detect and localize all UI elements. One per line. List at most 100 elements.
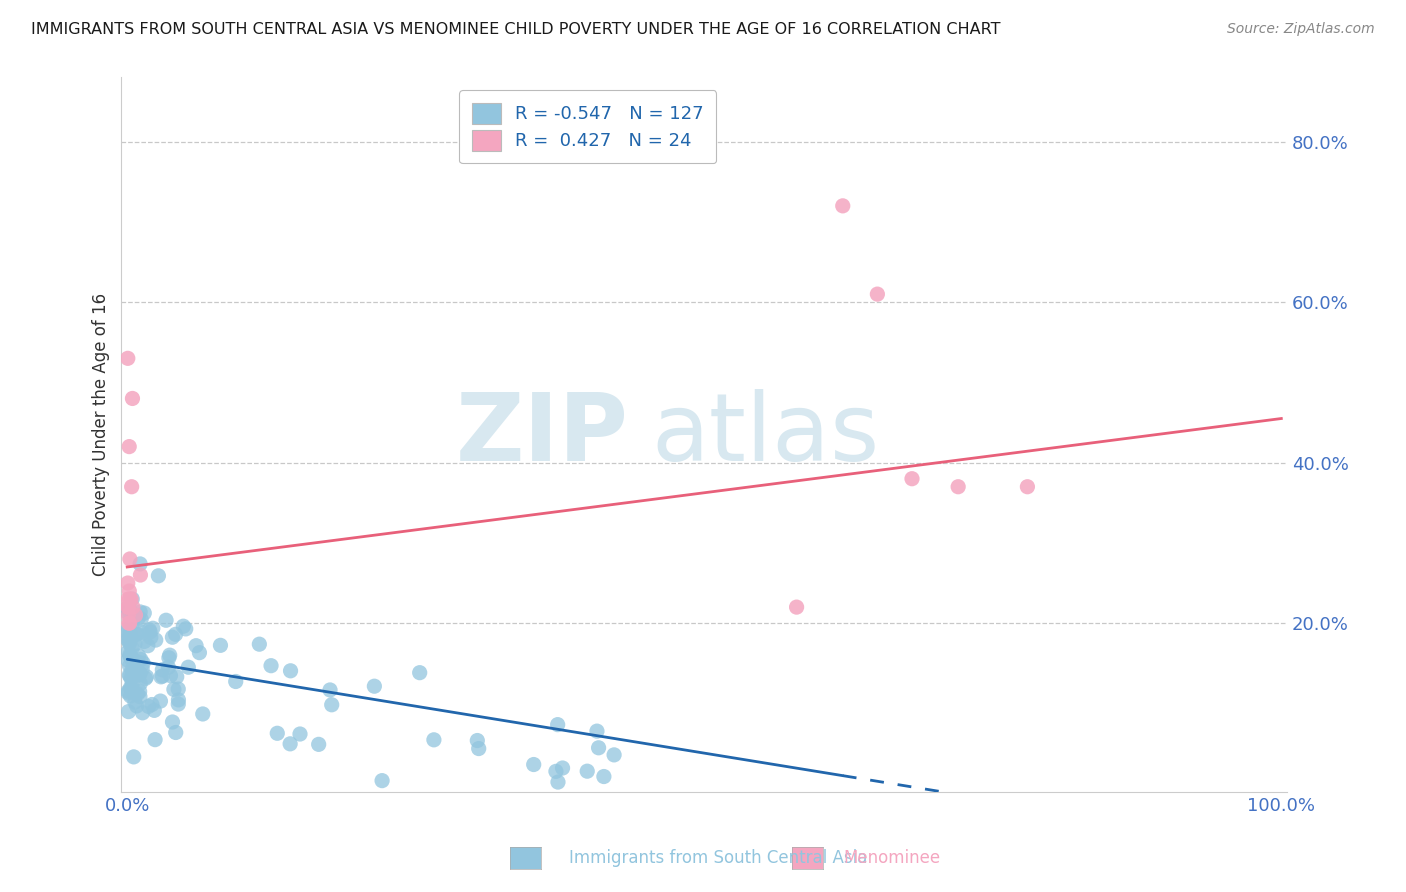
- Point: [120, 689, 142, 703]
- Point: [132, 656, 155, 670]
- Point: [118, 584, 141, 599]
- Point: [118, 632, 141, 647]
- Text: atlas: atlas: [652, 389, 880, 481]
- Point: [118, 626, 141, 640]
- Point: [124, 627, 146, 641]
- Point: [159, 668, 181, 682]
- Point: [547, 775, 569, 789]
- Point: [152, 669, 174, 683]
- Point: [150, 663, 173, 677]
- Point: [121, 667, 143, 681]
- Point: [128, 666, 150, 681]
- Point: [167, 693, 190, 707]
- Point: [124, 667, 146, 681]
- Point: [523, 757, 546, 772]
- Point: [118, 668, 141, 682]
- Point: [167, 697, 190, 711]
- Point: [134, 606, 156, 620]
- Point: [121, 641, 143, 656]
- Point: [120, 681, 142, 695]
- Point: [129, 690, 152, 704]
- Point: [118, 633, 141, 648]
- Point: [121, 685, 143, 699]
- Point: [165, 725, 187, 739]
- Point: [136, 639, 159, 653]
- Point: [162, 714, 184, 729]
- Point: [121, 652, 143, 666]
- Point: [135, 670, 157, 684]
- Point: [118, 649, 141, 664]
- Point: [117, 608, 139, 623]
- Point: [831, 199, 853, 213]
- Point: [188, 646, 211, 660]
- Point: [117, 576, 139, 591]
- Point: [117, 351, 139, 366]
- Point: [127, 627, 149, 641]
- Point: [225, 674, 247, 689]
- Point: [319, 683, 342, 698]
- Point: [184, 639, 207, 653]
- Point: [157, 660, 180, 674]
- Point: [576, 764, 599, 779]
- Point: [118, 659, 141, 673]
- Point: [266, 726, 288, 740]
- Point: [124, 608, 146, 623]
- Point: [128, 667, 150, 681]
- Point: [117, 606, 139, 620]
- Point: [129, 568, 152, 582]
- Point: [131, 662, 153, 676]
- Point: [1017, 480, 1039, 494]
- Point: [120, 610, 142, 624]
- Point: [260, 658, 283, 673]
- Point: [131, 706, 153, 720]
- Point: [120, 672, 142, 686]
- Point: [134, 672, 156, 686]
- Point: [946, 480, 969, 494]
- Point: [125, 698, 148, 713]
- Text: Source: ZipAtlas.com: Source: ZipAtlas.com: [1227, 22, 1375, 37]
- Point: [118, 636, 141, 650]
- Point: [117, 600, 139, 615]
- Point: [129, 605, 152, 619]
- Point: [121, 480, 143, 494]
- Point: [127, 668, 149, 682]
- Point: [128, 684, 150, 698]
- Text: Menominee: Menominee: [844, 849, 941, 867]
- Point: [308, 737, 330, 751]
- Point: [121, 600, 143, 615]
- Point: [371, 773, 394, 788]
- Text: IMMIGRANTS FROM SOUTH CENTRAL ASIA VS MENOMINEE CHILD POVERTY UNDER THE AGE OF 1: IMMIGRANTS FROM SOUTH CENTRAL ASIA VS ME…: [31, 22, 1001, 37]
- Point: [423, 732, 446, 747]
- Point: [131, 625, 153, 640]
- Point: [121, 392, 143, 406]
- Point: [547, 717, 569, 731]
- Point: [122, 654, 145, 668]
- Point: [148, 569, 170, 583]
- Point: [129, 612, 152, 626]
- Point: [118, 616, 141, 631]
- Point: [163, 682, 186, 697]
- Point: [247, 637, 270, 651]
- Text: Immigrants from South Central Asia: Immigrants from South Central Asia: [569, 849, 868, 867]
- Point: [117, 602, 139, 616]
- Point: [143, 703, 166, 717]
- Point: [603, 747, 626, 762]
- Point: [143, 732, 166, 747]
- Legend: R = -0.547   N = 127, R =  0.427   N = 24: R = -0.547 N = 127, R = 0.427 N = 24: [460, 90, 716, 163]
- Point: [321, 698, 343, 712]
- Point: [121, 681, 143, 696]
- Point: [118, 602, 141, 616]
- Point: [145, 633, 167, 648]
- Point: [162, 630, 184, 644]
- Point: [155, 613, 177, 627]
- Point: [127, 655, 149, 669]
- Point: [120, 631, 142, 645]
- Point: [278, 737, 301, 751]
- Point: [122, 750, 145, 764]
- Point: [209, 638, 232, 652]
- Point: [544, 764, 567, 779]
- Point: [288, 727, 311, 741]
- Point: [363, 679, 385, 693]
- Point: [280, 664, 302, 678]
- Point: [118, 629, 141, 643]
